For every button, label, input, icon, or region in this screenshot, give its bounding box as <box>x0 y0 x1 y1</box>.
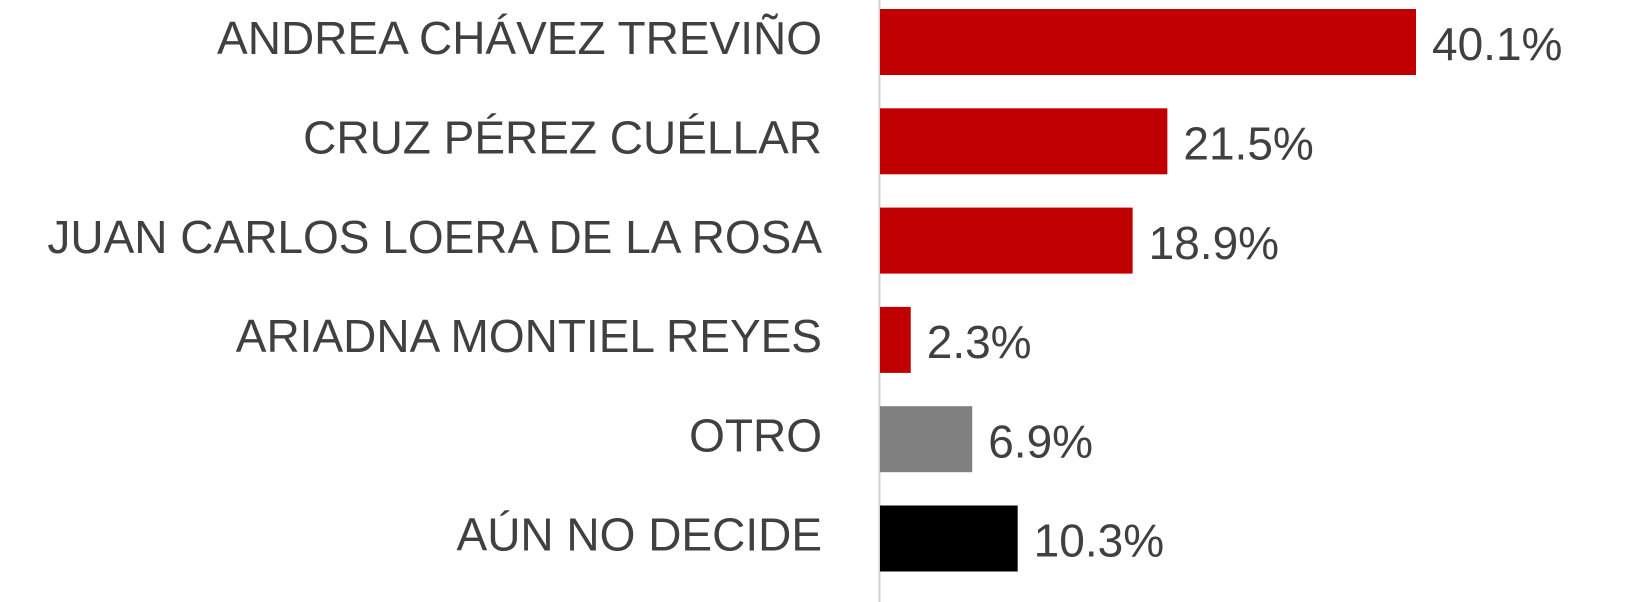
bar <box>880 306 911 373</box>
bar <box>880 505 1018 572</box>
category-label: OTRO <box>689 409 822 461</box>
value-label: 2.3% <box>927 316 1032 368</box>
value-label: 40.1% <box>1432 18 1562 70</box>
value-label: 6.9% <box>988 415 1093 467</box>
category-label: ANDREA CHÁVEZ TREVIÑO <box>217 12 822 64</box>
value-label: 10.3% <box>1034 515 1164 567</box>
bar <box>880 108 1168 175</box>
value-label: 18.9% <box>1149 217 1279 269</box>
bar <box>880 406 973 473</box>
bar <box>880 207 1133 274</box>
value-label: 21.5% <box>1183 117 1313 169</box>
bar <box>880 9 1416 75</box>
category-label: JUAN CARLOS LOERA DE LA ROSA <box>47 211 822 263</box>
category-label: ARIADNA MONTIEL REYES <box>236 310 822 362</box>
category-label: AÚN NO DECIDE <box>457 509 822 561</box>
category-label: CRUZ PÉREZ CUÉLLAR <box>303 111 822 163</box>
